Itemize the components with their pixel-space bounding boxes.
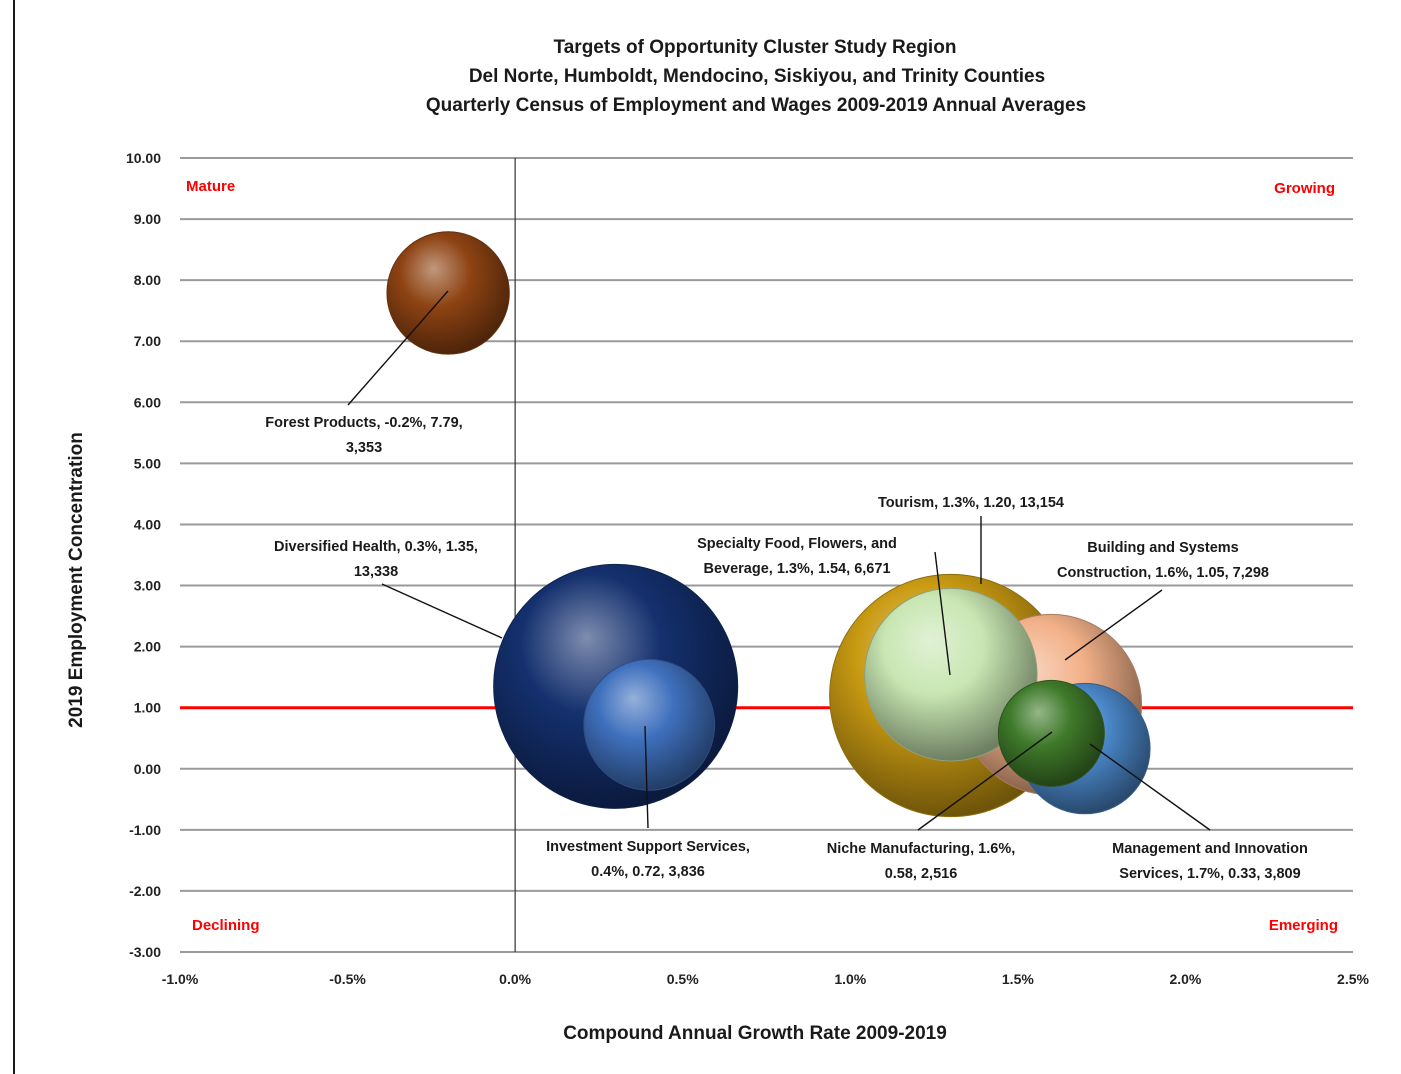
x-tick-label: 0.5% bbox=[667, 971, 699, 987]
y-tick-label: 5.00 bbox=[134, 455, 161, 471]
quadrant-label-emerging: Emerging bbox=[1269, 917, 1338, 934]
x-tick-label: -1.0% bbox=[162, 971, 199, 987]
data-label: 0.58, 2,516 bbox=[885, 866, 958, 882]
bubbles bbox=[386, 231, 1151, 818]
bubble bbox=[583, 658, 716, 791]
chart-title: Targets of Opportunity Cluster Study Reg… bbox=[426, 37, 1086, 116]
y-tick-label: 7.00 bbox=[134, 333, 161, 349]
bubble bbox=[864, 587, 1038, 762]
y-tick-label: 8.00 bbox=[134, 272, 161, 288]
chart-title-line-2: Del Norte, Humboldt, Mendocino, Siskiyou… bbox=[469, 66, 1045, 87]
x-tick-label: 2.0% bbox=[1169, 971, 1201, 987]
axes: 10.00 9.00 8.00 7.00 6.00 5.00 4.00 3.00 2.00 1.0… bbox=[126, 150, 1370, 987]
quadrant-label-declining: Declining bbox=[192, 917, 260, 934]
data-label: 13,338 bbox=[354, 564, 398, 580]
leader-line bbox=[347, 290, 449, 406]
data-label: Services, 1.7%, 0.33, 3,809 bbox=[1119, 866, 1300, 882]
x-tick-label: -0.5% bbox=[329, 971, 366, 987]
chart-title-line-3: Quarterly Census of Employment and Wages… bbox=[426, 95, 1086, 116]
leader-line bbox=[381, 583, 503, 639]
leader-line bbox=[934, 551, 951, 676]
left-border-rule bbox=[13, 0, 15, 1074]
quadrant-labels: Mature Growing Declining Emerging bbox=[186, 178, 1338, 934]
y-tick-label: 1.00 bbox=[134, 700, 161, 716]
data-label: Tourism, 1.3%, 1.20, 13,154 bbox=[878, 495, 1064, 511]
y-tick-label: -3.00 bbox=[129, 944, 161, 960]
y-tick-label: -2.00 bbox=[129, 883, 161, 899]
x-axis-label: Compound Annual Growth Rate 2009-2019 bbox=[563, 1023, 947, 1044]
y-axis-label: 2019 Employment Concentration bbox=[66, 432, 87, 728]
quadrant-label-mature: Mature bbox=[186, 178, 235, 195]
leader-lines bbox=[347, 290, 1211, 831]
x-tick-label: 0.0% bbox=[499, 971, 531, 987]
gridlines bbox=[180, 157, 1353, 953]
leader-line bbox=[917, 731, 1053, 831]
data-label: Management and Innovation bbox=[1112, 841, 1308, 857]
x-tick-label: 1.0% bbox=[834, 971, 866, 987]
y-tick-label: 4.00 bbox=[134, 516, 161, 532]
leader-line bbox=[1089, 743, 1211, 831]
data-label: Diversified Health, 0.3%, 1.35, bbox=[274, 539, 478, 555]
data-label: Investment Support Services, bbox=[546, 839, 750, 855]
bubble bbox=[386, 231, 510, 355]
data-label: Forest Products, -0.2%, 7.79, bbox=[265, 415, 462, 431]
data-label: Beverage, 1.3%, 1.54, 6,671 bbox=[703, 561, 890, 577]
quadrant-label-growing: Growing bbox=[1274, 180, 1335, 197]
y-tick-label: 3.00 bbox=[134, 578, 161, 594]
x-tick-label: 1.5% bbox=[1002, 971, 1034, 987]
data-label: Building and Systems bbox=[1087, 540, 1238, 556]
y-tick-label: 9.00 bbox=[134, 211, 161, 227]
y-tick-label: 10.00 bbox=[126, 150, 161, 166]
y-tick-label: -1.00 bbox=[129, 822, 161, 838]
data-label: Niche Manufacturing, 1.6%, bbox=[827, 841, 1016, 857]
x-tick-label: 2.5% bbox=[1337, 971, 1369, 987]
bubble bbox=[997, 679, 1105, 787]
leader-line bbox=[644, 725, 649, 829]
data-label: Specialty Food, Flowers, and bbox=[697, 536, 897, 552]
data-label: Construction, 1.6%, 1.05, 7,298 bbox=[1057, 565, 1269, 581]
data-label: 3,353 bbox=[346, 440, 382, 456]
data-labels: Diversified Health, 0.3%, 1.35, 13,338 Tou… bbox=[265, 415, 1308, 882]
y-tick-label: 2.00 bbox=[134, 639, 161, 655]
y-tick-label: 0.00 bbox=[134, 761, 161, 777]
data-label: 0.4%, 0.72, 3,836 bbox=[591, 864, 705, 880]
y-tick-label: 6.00 bbox=[134, 394, 161, 410]
chart-title-line-1: Targets of Opportunity Cluster Study Reg… bbox=[554, 37, 957, 58]
leader-line bbox=[1064, 589, 1163, 661]
